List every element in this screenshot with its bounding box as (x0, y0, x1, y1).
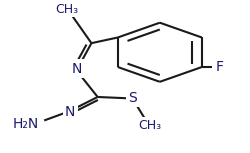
Text: H₂N: H₂N (12, 116, 39, 131)
Text: CH₃: CH₃ (55, 3, 78, 16)
Text: CH₃: CH₃ (138, 119, 162, 132)
Text: N: N (65, 105, 76, 119)
Text: F: F (215, 60, 223, 74)
Text: N: N (71, 62, 82, 76)
Text: S: S (128, 91, 137, 105)
